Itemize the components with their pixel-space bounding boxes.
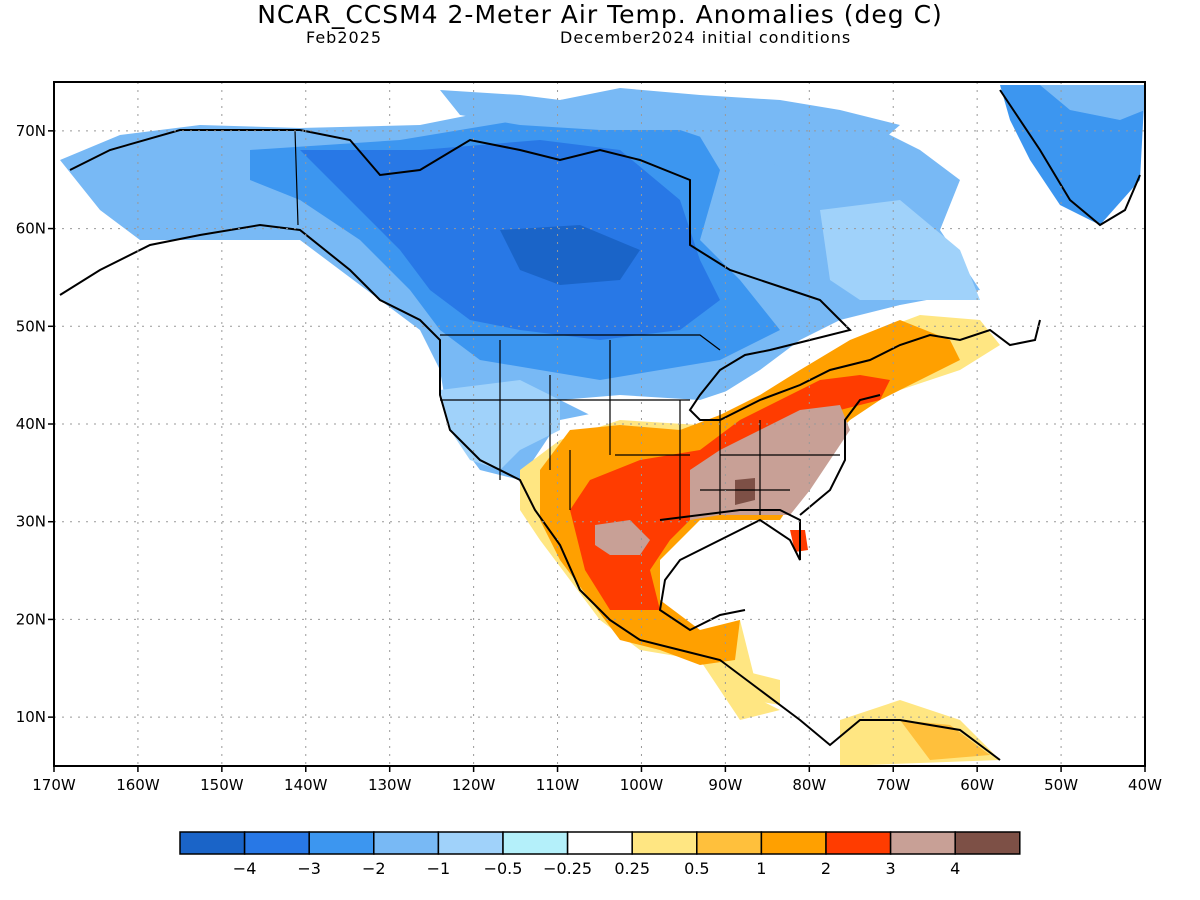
lon-tick-label: 130W xyxy=(368,776,412,794)
lat-tick-label: 50N xyxy=(16,317,46,335)
cold-region-arctic-islands xyxy=(440,88,900,175)
colorbar-label: −0.25 xyxy=(543,859,592,878)
colorbar-label: −4 xyxy=(233,859,257,878)
colorbar-swatch xyxy=(696,831,763,855)
warm-region-central-america xyxy=(740,670,780,705)
lon-tick-label: 60W xyxy=(960,776,994,794)
colorbar-label: −3 xyxy=(297,859,321,878)
colorbar-label: −0.5 xyxy=(484,859,523,878)
colorbar-swatch xyxy=(566,831,633,855)
lon-tick-label: 80W xyxy=(792,776,826,794)
cold-region-greenland xyxy=(1000,85,1145,225)
longitude-axis: 170W 160W 150W 140W 130W 120W 110W 100W 90W 80W 70… xyxy=(32,766,1162,794)
lat-tick-label: 60N xyxy=(16,220,46,238)
latitude-axis: 70N 60N 50N 40N 30N 20N 10N xyxy=(16,122,54,726)
lat-tick-label: 10N xyxy=(16,708,46,726)
cold-region-greenland-edge xyxy=(1040,85,1145,120)
cold-region-darkest xyxy=(500,225,640,285)
lat-tick-label: 20N xyxy=(16,610,46,628)
lat-tick-label: 30N xyxy=(16,513,46,531)
coastlines xyxy=(59,89,1141,761)
colorbar-swatch xyxy=(243,831,310,855)
lon-tick-label: 50W xyxy=(1044,776,1078,794)
lon-tick-label: 160W xyxy=(116,776,160,794)
lon-tick-label: 70W xyxy=(876,776,910,794)
lon-tick-label: 150W xyxy=(200,776,244,794)
colorbar-swatch xyxy=(179,831,246,855)
warm-region-brown xyxy=(690,405,850,520)
colorbar: −4 −3 −2 −1 −0.5 −0.25 0.25 0.5 1 2 3 4 xyxy=(179,831,1021,878)
warm-region-south-america-core xyxy=(900,720,990,760)
anomaly-map xyxy=(60,85,1145,766)
lat-tick-label: 40N xyxy=(16,415,46,433)
colorbar-label: −1 xyxy=(427,859,451,878)
state-borders xyxy=(294,129,840,520)
lon-tick-label: 40W xyxy=(1128,776,1162,794)
colorbar-label: 0.5 xyxy=(684,859,709,878)
lat-tick-label: 70N xyxy=(16,122,46,140)
cold-region-quebec xyxy=(820,200,980,300)
colorbar-swatch xyxy=(825,831,892,855)
graticule xyxy=(54,82,1145,766)
colorbar-swatch xyxy=(502,831,569,855)
lon-tick-label: 140W xyxy=(284,776,328,794)
colorbar-swatch xyxy=(760,831,827,855)
map-title: NCAR_CCSM4 2-Meter Air Temp. Anomalies (… xyxy=(257,0,943,29)
colorbar-label: 2 xyxy=(821,859,831,878)
warm-region-darkest xyxy=(735,478,755,505)
initial-conditions: December2024 initial conditions xyxy=(560,28,852,47)
lon-tick-label: 90W xyxy=(708,776,742,794)
colorbar-label: 0.25 xyxy=(614,859,650,878)
warm-region-brown-mexico xyxy=(595,520,650,555)
colorbar-swatch xyxy=(437,831,504,855)
lon-tick-label: 120W xyxy=(452,776,496,794)
neutral-band xyxy=(560,305,920,430)
colorbar-swatch xyxy=(954,831,1021,855)
colorbar-label: 1 xyxy=(756,859,766,878)
colorbar-swatch xyxy=(373,831,440,855)
colorbar-label: 4 xyxy=(950,859,960,878)
colorbar-swatch xyxy=(308,831,375,855)
lon-tick-label: 110W xyxy=(536,776,580,794)
lon-tick-label: 100W xyxy=(620,776,664,794)
lon-tick-label: 170W xyxy=(32,776,76,794)
colorbar-swatch xyxy=(631,831,698,855)
colorbar-swatch xyxy=(889,831,956,855)
colorbar-label: 3 xyxy=(886,859,896,878)
forecast-month: Feb2025 xyxy=(306,28,383,47)
colorbar-label: −2 xyxy=(362,859,386,878)
